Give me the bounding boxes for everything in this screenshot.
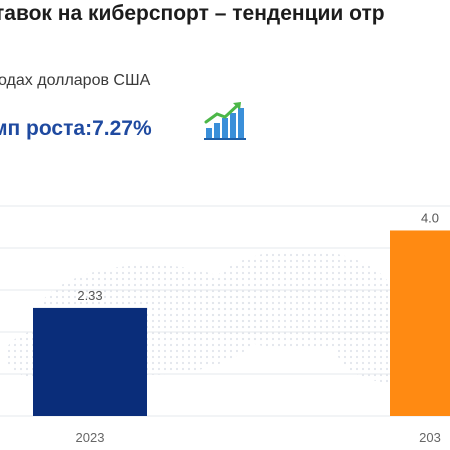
value-labels: 2.33 4.0 xyxy=(77,210,439,302)
chart-title: тавок на киберспорт – тенденции отр xyxy=(0,2,385,25)
bar-203 xyxy=(390,230,450,416)
x-tick-label: 2023 xyxy=(76,430,105,445)
x-axis-labels: 2023 203 xyxy=(76,430,441,445)
value-label: 2.33 xyxy=(77,288,102,303)
growth-rate-label: мп роста:7.27% xyxy=(0,117,152,140)
bar-2023 xyxy=(33,307,147,416)
bar-chart: 2.33 4.0 2023 203 xyxy=(0,205,450,445)
unit-subtitle: одах долларов США xyxy=(0,72,151,89)
x-tick-label: 203 xyxy=(419,430,441,445)
bars xyxy=(33,230,450,416)
bar-chart-growth-arrow-icon xyxy=(204,102,246,140)
value-label: 4.0 xyxy=(421,210,439,225)
